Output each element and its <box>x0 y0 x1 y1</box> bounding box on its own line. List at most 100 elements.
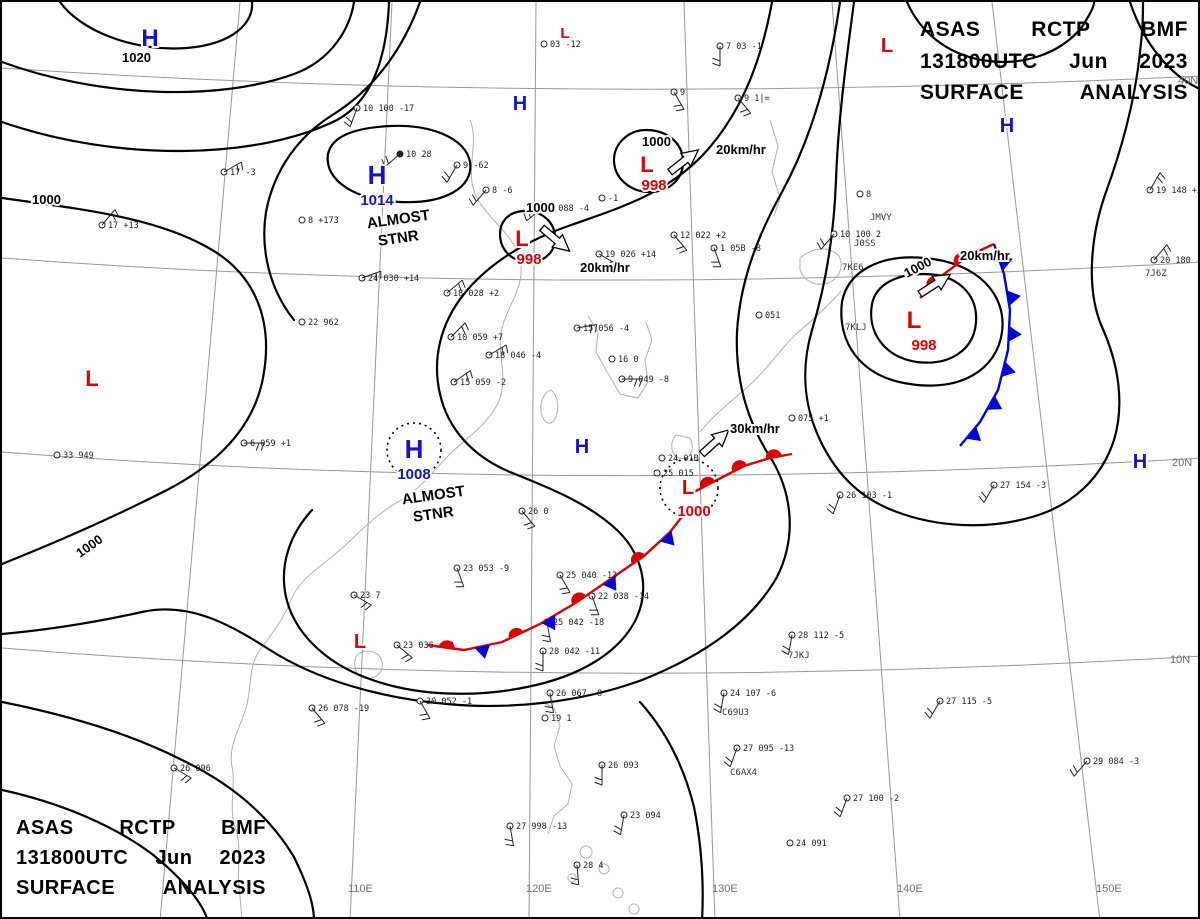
warm-front-symbol <box>630 552 646 565</box>
wind-barb <box>343 107 358 128</box>
wind-barb <box>173 767 192 784</box>
station-plot: 12 022 +2 <box>670 231 726 254</box>
almost-stationary-circle <box>386 422 442 478</box>
station-data: -1 <box>608 194 618 204</box>
cold-front-symbol <box>1006 290 1021 306</box>
movement-arrow-icon <box>666 148 700 176</box>
station-data: 25 040 -13 <box>566 571 617 581</box>
cold-front-symbol <box>997 255 1013 271</box>
longitude-label: 140E <box>897 883 923 895</box>
movement-note: ALMOST <box>401 483 466 509</box>
wind-barb <box>311 707 326 727</box>
warm-front-symbol <box>699 476 715 489</box>
station-data: 26 096 <box>180 764 211 774</box>
movement-speed-label: 30km/hr <box>730 421 780 436</box>
station-data: 9 <box>680 88 685 98</box>
station-data: 23 7 <box>360 591 380 601</box>
pressure-center-value: 998 <box>641 177 666 194</box>
station-data: 26 078 -19 <box>318 704 369 714</box>
station-plot: 28 112 -5 <box>781 631 844 656</box>
station-plot: 24 091 <box>786 839 827 849</box>
station-plot: -1 <box>598 194 618 204</box>
pressure-center-value: 1000 <box>677 503 710 520</box>
station-plot: 051 <box>755 311 780 321</box>
front-line-cold <box>959 243 1012 447</box>
station-plot: 26 093 <box>594 761 639 786</box>
wind-barb <box>1149 172 1166 191</box>
station-data: 10 100 2 <box>840 230 881 240</box>
station-plot: 9 1|= <box>734 94 770 117</box>
station-data: 33 949 <box>63 451 94 461</box>
pressure-center-value: 1014 <box>360 192 394 209</box>
station-plot: 18 046 -4 <box>485 344 541 361</box>
wind-barb <box>826 494 841 515</box>
station-plot: 9 088 -4 <box>523 204 589 222</box>
latitude-label: 20N <box>1172 457 1192 469</box>
wind-barb <box>396 644 413 663</box>
station-data: 19 026 +14 <box>605 250 656 260</box>
movement-arrow-icon <box>538 224 571 253</box>
station-circle <box>541 714 549 722</box>
warm-front-symbol <box>731 460 747 472</box>
station-plot: 9 -62 <box>441 161 489 183</box>
station-plot: 22 962 <box>298 318 339 328</box>
chart-id-line: ASAS RCTP BMF <box>920 18 1188 41</box>
station-circle <box>788 414 796 422</box>
front-line-stationary <box>426 508 689 652</box>
station-data: 19 148 +2 <box>1156 186 1200 196</box>
station-data: 17 -3 <box>230 168 256 178</box>
wind-barb <box>468 189 487 206</box>
wind-barb <box>454 567 465 588</box>
station-data: 6 059 +1 <box>250 439 291 449</box>
station-plot: 17 +13 <box>98 209 139 231</box>
high-center: H <box>139 23 160 54</box>
station-data: 20 180 -2 <box>1160 256 1200 266</box>
station-plot: 22 038 -14 <box>588 592 649 616</box>
station-data: 15 056 -4 <box>583 324 629 334</box>
station-plot: 1 05B -8 <box>710 244 761 268</box>
station-plot: 15 056 -4 <box>573 324 629 334</box>
station-data: 8 <box>866 190 871 200</box>
movement-note: STNR <box>377 227 420 250</box>
almost-stationary-circle <box>659 458 719 518</box>
station-data: 16 0 <box>618 355 638 365</box>
station-circle <box>298 318 306 326</box>
station-plot: 26 067 -8 <box>544 689 602 714</box>
warm-front-symbol <box>953 252 968 266</box>
pressure-center-value: 1008 <box>397 466 430 483</box>
isobar-label: 1000 <box>73 532 105 561</box>
station-plot: 9 <box>670 88 685 112</box>
station-plot: 19 026 +14 <box>595 250 656 270</box>
wind-barb <box>673 91 685 112</box>
station-plot: 27 154 -3 <box>978 481 1046 503</box>
station-callsign: JMVY <box>870 213 892 223</box>
isobar-label: 1000 <box>526 200 555 215</box>
station-plot: 27 100 -2 <box>833 794 899 818</box>
station-plot: 10 100 2 <box>816 230 881 250</box>
wind-barb <box>673 234 688 254</box>
wind-barb <box>381 153 401 168</box>
station-circle <box>658 454 666 462</box>
station-circle <box>856 190 864 198</box>
station-data: 18 046 -4 <box>495 351 541 361</box>
station-data: 7 03 -1 <box>726 42 762 52</box>
wind-barb <box>1069 760 1088 777</box>
station-plots: 17 +13 17 -3 10 100 -17 8 +173 10 28 9 -62 8 -… <box>53 40 1200 886</box>
low-center: L <box>83 364 100 393</box>
station-callsign: 7J6Z <box>1145 269 1167 279</box>
station-plot: 03 -12 <box>540 40 581 50</box>
station-plot: 19 1 <box>541 714 571 724</box>
wind-barb <box>488 344 509 356</box>
station-plot: 20 180 -2 <box>1150 244 1200 266</box>
station-data: 23 053 -9 <box>463 564 509 574</box>
station-circle <box>608 355 616 363</box>
wind-barb <box>450 322 469 338</box>
station-plot: 27 095 -13 <box>723 744 794 768</box>
station-callsign: 7KLJ <box>845 323 867 333</box>
